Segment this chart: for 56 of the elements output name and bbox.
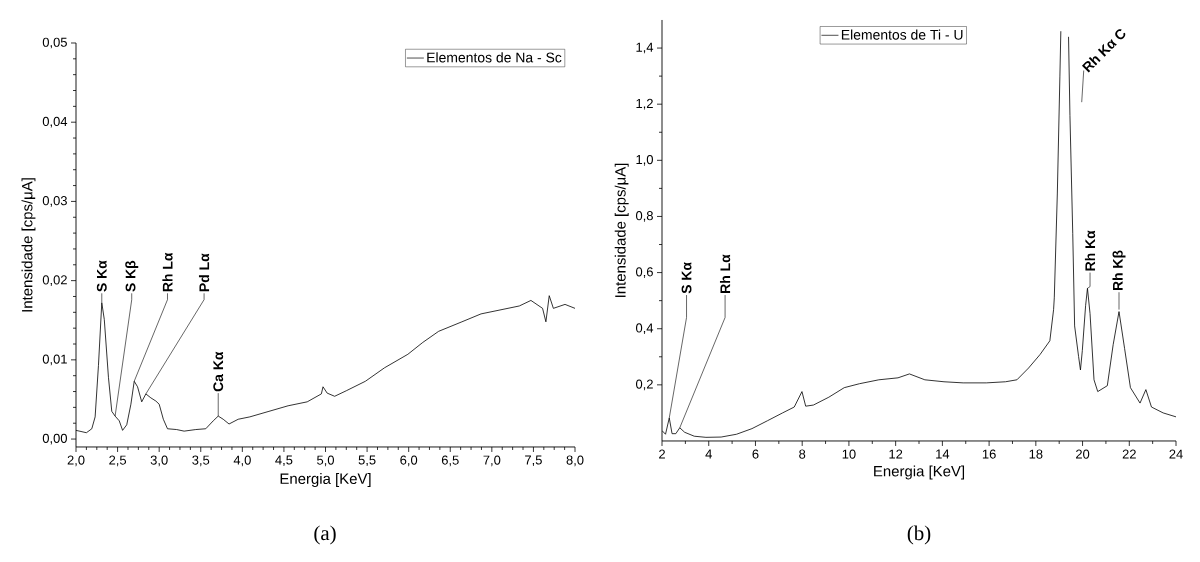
y-tick-label: 0,05 — [42, 37, 67, 49]
y-tick-label: 0,02 — [42, 275, 67, 286]
y-tick-label: 0,6 — [635, 267, 653, 278]
legend-label: Elementos de Na - Sc — [427, 52, 562, 63]
x-axis-title: Energia [KeV] — [280, 473, 371, 487]
text: (a) — [314, 525, 336, 545]
x-tick-label: 14 — [936, 449, 950, 459]
y-tick-label: 1,2 — [636, 98, 653, 110]
y-tick-label: 1,0 — [636, 154, 653, 166]
x-tick-label: 24 — [1169, 449, 1183, 459]
y-tick-label: 0,00 — [42, 433, 67, 445]
annotation: S Kα — [96, 260, 107, 292]
x-axis-title: Energia [KeV] — [874, 465, 965, 480]
x-tick-label: 6,5 — [441, 455, 459, 467]
y-axis-title: Intensidade [cps/μA] — [614, 163, 629, 297]
y-axis-title: Intensidade [cps/μA] — [21, 178, 36, 312]
text: (b) — [907, 525, 931, 545]
x-tick-label: 4,0 — [233, 455, 251, 467]
y-tick-label: 0,01 — [42, 354, 67, 366]
x-tick-label: 3,0 — [150, 455, 168, 467]
x-tick-label: 8,0 — [566, 455, 584, 467]
x-tick-label: 22 — [1122, 449, 1136, 459]
x-tick-label: 4 — [705, 449, 712, 459]
annotation: Ca Kα — [213, 351, 224, 392]
x-tick-label: 7,0 — [483, 455, 501, 467]
x-tick-label: 2,0 — [67, 455, 85, 467]
annotation: Pd Lα — [198, 253, 210, 292]
y-tick-label: 0,04 — [42, 116, 68, 128]
annotation: Rh Kβ — [1112, 250, 1126, 291]
x-tick-label: 6,0 — [400, 455, 418, 467]
x-tick-label: 8 — [799, 449, 806, 459]
y-tick-label: 1,4 — [636, 42, 654, 54]
x-tick-label: 3,5 — [192, 455, 210, 467]
annotation: Rh Lα — [162, 252, 173, 292]
x-tick-label: 16 — [982, 449, 996, 459]
x-tick-label: 6 — [752, 449, 759, 459]
annotation: S Kα — [681, 262, 692, 294]
annotation: Rh Kα C — [1081, 29, 1126, 73]
x-tick-label: 20 — [1076, 449, 1090, 459]
x-tick-label: 7,5 — [525, 455, 542, 467]
x-tick-label: 5,0 — [317, 455, 335, 467]
annotation: Rh Lα — [719, 254, 731, 293]
x-tick-label: 18 — [1029, 449, 1043, 459]
x-tick-label: 10 — [842, 449, 856, 459]
x-tick-label: 2,5 — [109, 455, 127, 467]
y-tick-label: 0,2 — [635, 379, 653, 391]
x-tick-label: 5,5 — [358, 455, 376, 467]
x-tick-label: 12 — [889, 449, 903, 459]
x-tick-label: 2 — [659, 449, 665, 459]
x-tick-label: 4,5 — [275, 455, 293, 467]
legend-label: Elementos de Ti - U — [841, 29, 963, 40]
y-tick-label: 0,8 — [635, 211, 653, 222]
y-tick-label: 0,03 — [42, 196, 67, 207]
annotation: Rh Kα — [1084, 230, 1096, 271]
annotation: S Kβ — [125, 260, 139, 292]
y-tick-label: 0,4 — [635, 323, 654, 335]
